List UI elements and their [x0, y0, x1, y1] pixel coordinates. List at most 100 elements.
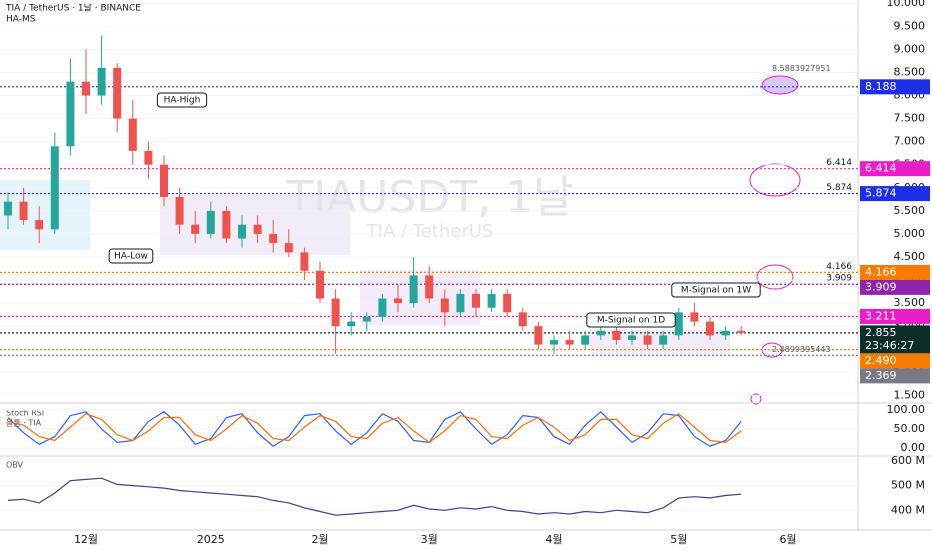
y-tick-label: 9.000 [894, 42, 926, 55]
price-tag-label: 4.166 [865, 265, 897, 278]
circle-level-label: 2.4899395443 [772, 345, 831, 354]
watermark: TIAUSDT, 1날 [285, 172, 573, 223]
annotation-box [108, 248, 154, 264]
circle [749, 163, 801, 197]
candle-body [238, 224, 246, 239]
annotation-box [156, 92, 208, 108]
candle-body [284, 243, 293, 253]
candle-body [706, 321, 714, 336]
candle-body [97, 67, 106, 96]
candle-body [425, 275, 434, 299]
price-tag-label: 3.211 [865, 309, 897, 322]
candle-body [191, 224, 200, 234]
price-tag [860, 279, 930, 295]
candle-body [50, 146, 59, 230]
circle-level-label: 8.5883927951 [772, 64, 831, 73]
x-tick-label: 6월 [779, 533, 796, 546]
pane-title: OBV [6, 461, 24, 470]
price-tag-label: 3.909 [865, 280, 897, 293]
price-tag [860, 325, 930, 354]
candle-body [721, 330, 730, 336]
candle-body [394, 298, 402, 304]
candle-body [19, 201, 28, 221]
zone [0, 180, 90, 250]
y-tick-label: 8.500 [894, 65, 926, 78]
level-inline-label: 3.909 [826, 274, 852, 284]
candle-body [331, 298, 340, 327]
x-tick-label: 3월 [421, 533, 438, 546]
candle-body [160, 164, 168, 198]
y-tick-label: 500 M [891, 479, 925, 492]
y-tick-label: 5.500 [894, 204, 926, 217]
series-line [7, 410, 742, 447]
annotation-box [671, 282, 761, 298]
y-tick-label: 7.500 [894, 112, 926, 125]
annotation: HA-Low [114, 252, 148, 262]
candle-body [456, 293, 465, 313]
price-tag-label: 2.855 [865, 326, 897, 339]
price-tag [860, 161, 930, 177]
price-tag [860, 353, 930, 369]
candle-body [674, 312, 683, 336]
price-tag [860, 79, 930, 95]
candle-body [690, 312, 699, 322]
annotation: M-Signal on 1W [681, 286, 751, 296]
level-inline-label: 4.166 [826, 262, 852, 272]
candle-body [534, 326, 543, 345]
symbol-header: TIA / TetherUS · 1날 · BINANCE [5, 3, 141, 14]
countdown: 23:46:27 [865, 339, 914, 352]
candle-body [362, 316, 371, 322]
price-tag-label: 5.874 [865, 187, 897, 200]
candle-body [643, 335, 652, 345]
candle-body [222, 210, 231, 239]
candle-body [269, 233, 278, 244]
y-tick-label: 100.00 [887, 403, 926, 416]
candle-body [66, 81, 75, 147]
price-tag-label: 6.414 [865, 162, 897, 175]
y-tick-label: 600 M [891, 454, 925, 467]
candle-body [409, 275, 418, 304]
price-tag [860, 264, 930, 280]
annotation-box [586, 312, 676, 328]
y-tick-label: 9.500 [894, 19, 926, 32]
candle-body [518, 312, 527, 327]
candle-body [628, 335, 636, 341]
price-tag-label: 2.369 [865, 369, 897, 382]
candle-body [113, 67, 122, 119]
candle-body [472, 293, 480, 308]
y-tick-label: 0.00 [901, 441, 926, 454]
candle-body [565, 340, 574, 345]
price-tag [860, 186, 930, 202]
candle-body [378, 298, 387, 317]
price-tag [860, 368, 930, 384]
indicator-label: HA-MS [6, 15, 36, 25]
candle-body [596, 330, 605, 336]
annotation: M-Signal on 1D [597, 316, 665, 326]
candle-body [316, 270, 324, 299]
candle-body [4, 201, 12, 216]
y-tick-label: 1.500 [894, 388, 926, 401]
candle-body [550, 340, 558, 345]
circle [756, 264, 794, 290]
level-inline-label: 5.874 [826, 183, 852, 193]
pane-title: Stoch RSI [6, 409, 44, 418]
annotation: HA-High [164, 96, 201, 106]
pane-subtitle: 볼륨 · TIA [6, 418, 42, 428]
candle-body [82, 81, 90, 96]
y-tick-label: 5.000 [894, 227, 926, 240]
level-inline-label: 6.414 [826, 158, 852, 168]
candle-body [128, 118, 137, 151]
price-tag-label: 2.490 [865, 354, 897, 367]
candle-body [659, 335, 668, 345]
candle-body [206, 210, 215, 234]
x-tick-label: 12월 [74, 533, 98, 546]
y-tick-label: 7.000 [894, 135, 926, 148]
candle-body [440, 298, 449, 313]
price-tag-label: 8.188 [865, 80, 897, 93]
icon [750, 393, 762, 405]
candle-body [175, 197, 184, 225]
candle-body [503, 293, 512, 313]
y-tick-label: 3.500 [894, 296, 926, 309]
x-tick-label: 5월 [670, 533, 687, 546]
